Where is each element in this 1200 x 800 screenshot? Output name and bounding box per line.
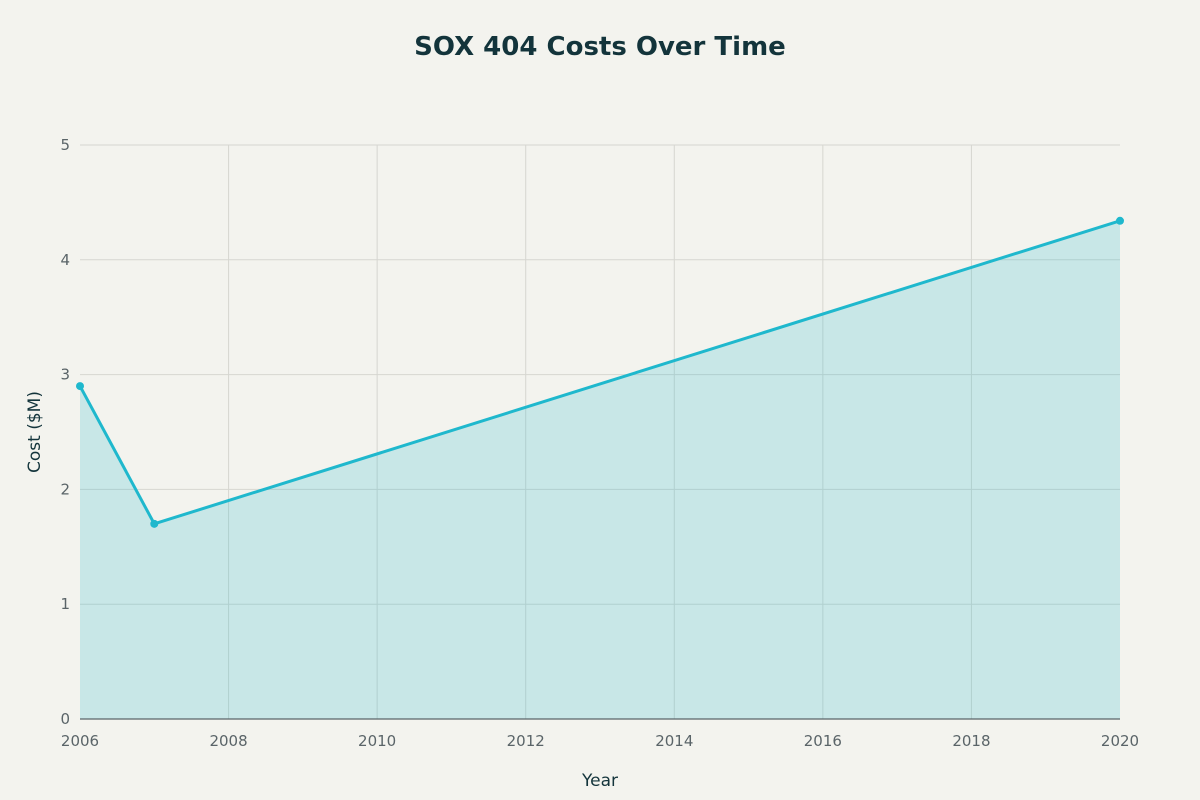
area-fill bbox=[80, 220, 1120, 719]
y-axis-label: Cost ($M) bbox=[25, 391, 45, 473]
x-tick-label: 2012 bbox=[507, 732, 545, 750]
x-axis-label: Year bbox=[581, 771, 618, 791]
x-tick-label: 2014 bbox=[655, 732, 693, 750]
data-point bbox=[150, 519, 159, 528]
y-tick-label: 2 bbox=[60, 480, 70, 498]
y-tick-label: 1 bbox=[60, 595, 70, 613]
grid bbox=[80, 144, 1120, 719]
x-tick-label: 2008 bbox=[209, 732, 247, 750]
y-tick-label: 0 bbox=[60, 710, 70, 728]
x-tick-label: 2018 bbox=[952, 732, 990, 750]
y-tick-label: 4 bbox=[60, 251, 70, 269]
x-tick-label: 2010 bbox=[358, 732, 396, 750]
data-point bbox=[76, 382, 84, 391]
y-tick-label: 5 bbox=[60, 136, 70, 154]
x-tick-label: 2020 bbox=[1101, 732, 1139, 750]
x-tick-label: 2016 bbox=[804, 732, 842, 750]
x-tick-label: 2006 bbox=[61, 732, 99, 750]
chart-title: SOX 404 Costs Over Time bbox=[414, 32, 786, 62]
y-tick-label: 3 bbox=[60, 366, 70, 384]
data-point bbox=[1116, 216, 1124, 225]
